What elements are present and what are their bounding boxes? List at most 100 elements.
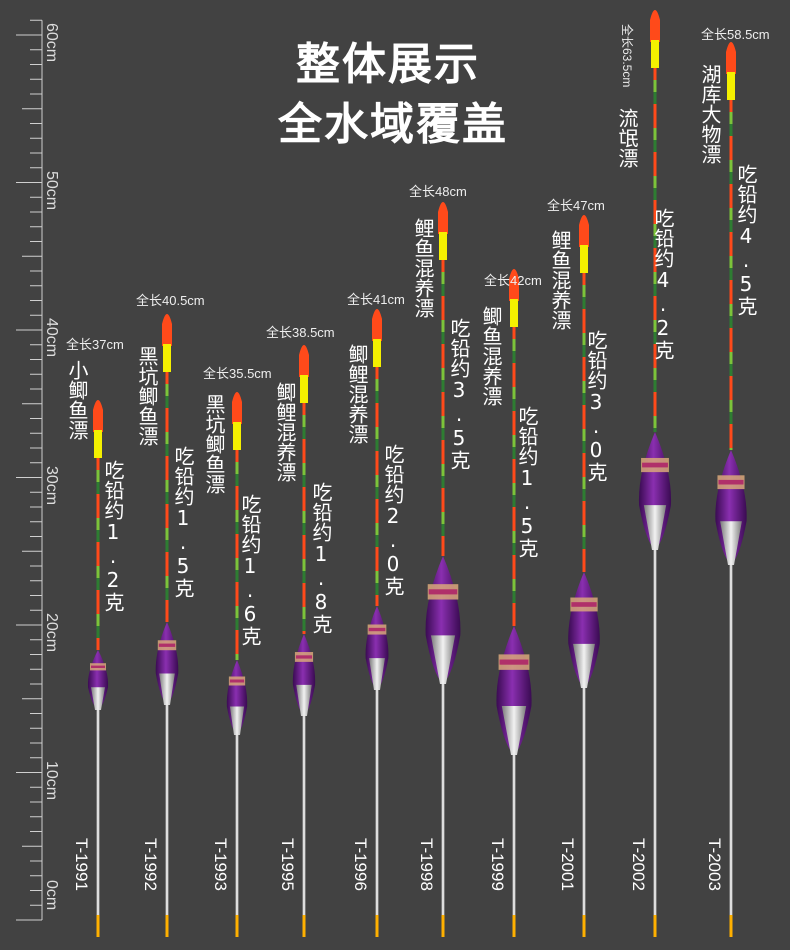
- antenna-segment: [582, 321, 586, 333]
- antenna-segment: [729, 244, 733, 256]
- float-body-band-inner: [295, 655, 313, 659]
- float-model: T-1998: [417, 838, 436, 891]
- float-tip-red: [438, 202, 448, 234]
- antenna-segment: [441, 524, 445, 536]
- float-body-band-inner: [91, 665, 105, 668]
- antenna-segment: [441, 500, 445, 512]
- antenna-segment: [302, 571, 306, 583]
- antenna-segment: [165, 504, 169, 516]
- antenna-segment: [302, 523, 306, 535]
- float-stem: [653, 550, 657, 915]
- antenna-segment: [235, 594, 239, 606]
- float-stem: [375, 690, 379, 915]
- float-tip-red: [579, 215, 589, 247]
- antenna-segment: [165, 612, 169, 622]
- float-tip-yellow: [373, 339, 381, 367]
- antenna-segment: [729, 352, 733, 364]
- antenna-segment: [582, 273, 586, 285]
- float-tip-yellow: [300, 375, 308, 403]
- antenna-segment: [729, 280, 733, 292]
- antenna-segment: [653, 392, 657, 404]
- antenna-segment: [302, 463, 306, 475]
- float-body-silver: [720, 521, 742, 565]
- antenna-segment: [729, 304, 733, 316]
- antenna-segment: [653, 248, 657, 260]
- float-tip-yellow: [439, 232, 447, 260]
- antenna-segment: [375, 367, 379, 379]
- float-body-band-inner: [571, 602, 597, 607]
- antenna-segment: [302, 439, 306, 451]
- antenna-segment: [582, 561, 586, 572]
- antenna-segment: [512, 375, 516, 387]
- antenna-segment: [441, 260, 445, 272]
- antenna-segment: [653, 308, 657, 320]
- antenna-segment: [235, 570, 239, 582]
- antenna-segment: [235, 450, 239, 462]
- antenna-segment: [165, 492, 169, 504]
- antenna-segment: [375, 547, 379, 559]
- antenna-segment: [512, 555, 516, 567]
- antenna-segment: [512, 579, 516, 591]
- antenna-segment: [512, 519, 516, 531]
- antenna-segment: [729, 412, 733, 424]
- float-t-1993: [226, 392, 248, 937]
- antenna-segment: [729, 316, 733, 328]
- antenna-segment: [582, 345, 586, 357]
- antenna-segment: [582, 357, 586, 369]
- antenna-segment: [96, 494, 100, 506]
- float-t-1991: [87, 400, 109, 937]
- float-body-band-inner: [428, 589, 458, 595]
- antenna-segment: [512, 387, 516, 399]
- antenna-segment: [441, 284, 445, 296]
- antenna-segment: [653, 428, 657, 432]
- antenna-segment: [441, 428, 445, 440]
- float-tip-yellow: [163, 344, 171, 372]
- antenna-segment: [302, 559, 306, 571]
- float-stem-end: [235, 915, 239, 937]
- float-body-silver: [643, 505, 667, 550]
- float-description: 吃铅约4.5克: [734, 164, 758, 316]
- antenna-segment: [653, 188, 657, 200]
- float-t-2001: [568, 215, 600, 937]
- antenna-segment: [653, 116, 657, 128]
- float-model: T-2003: [705, 838, 724, 891]
- float-body-silver: [430, 635, 456, 684]
- antenna-segment: [441, 440, 445, 452]
- antenna-segment: [235, 462, 239, 474]
- antenna-segment: [302, 415, 306, 427]
- antenna-segment: [441, 464, 445, 476]
- antenna-segment: [441, 476, 445, 488]
- antenna-segment: [729, 292, 733, 304]
- antenna-segment: [165, 408, 169, 420]
- antenna-segment: [96, 614, 100, 626]
- antenna-segment: [653, 380, 657, 392]
- antenna-segment: [302, 607, 306, 619]
- float-length-label: 全长48cm: [409, 184, 467, 199]
- ruler-label: 0cm: [43, 880, 60, 911]
- antenna-segment: [582, 285, 586, 297]
- antenna-segment: [441, 536, 445, 548]
- antenna-segment: [441, 392, 445, 404]
- float-description: 吃铅约3.5克: [447, 318, 471, 470]
- antenna-segment: [653, 164, 657, 176]
- antenna-segment: [235, 546, 239, 558]
- antenna-segment: [96, 638, 100, 650]
- float-stem-end: [653, 915, 657, 937]
- antenna-segment: [512, 591, 516, 603]
- antenna-segment: [96, 626, 100, 638]
- antenna-segment: [729, 436, 733, 448]
- antenna-segment: [512, 435, 516, 447]
- antenna-segment: [165, 384, 169, 396]
- float-description: 鲤鱼混养漂: [411, 218, 435, 318]
- antenna-segment: [582, 417, 586, 429]
- antenna-segment: [302, 619, 306, 631]
- antenna-segment: [302, 583, 306, 595]
- ruler-label: 10cm: [43, 760, 60, 800]
- ruler-label: 50cm: [43, 170, 60, 210]
- antenna-segment: [441, 488, 445, 500]
- float-length-label: 全长42cm: [484, 273, 542, 288]
- float-length-label: 全长63.5cm: [620, 24, 634, 88]
- antenna-segment: [653, 404, 657, 416]
- antenna-segment: [96, 470, 100, 482]
- float-body-band-inner: [642, 462, 668, 468]
